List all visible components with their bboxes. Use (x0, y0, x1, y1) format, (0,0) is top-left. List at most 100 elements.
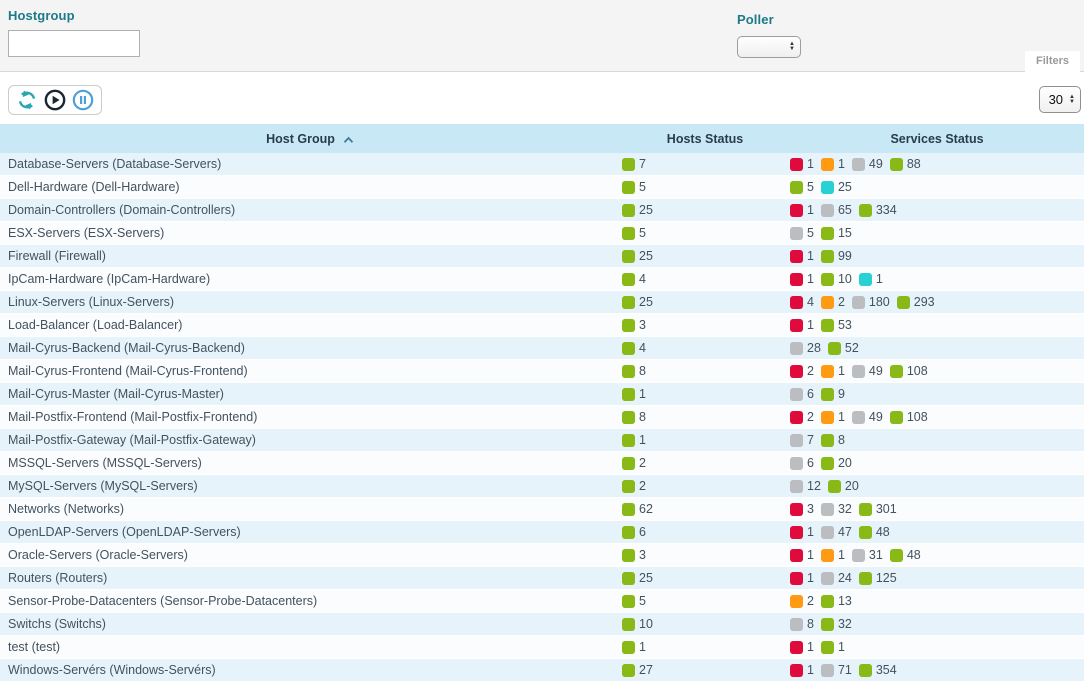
status-count-green[interactable]: 4 (622, 272, 646, 286)
status-count-orange[interactable]: 2 (790, 594, 814, 608)
status-count-green[interactable]: 99 (820, 249, 852, 263)
status-count-green[interactable]: 88 (889, 157, 921, 171)
column-header-services-status[interactable]: Services Status (890, 131, 984, 146)
column-header-host-group[interactable]: Host Group (0, 132, 620, 146)
status-count-orange[interactable]: 2 (820, 295, 845, 309)
hostgroup-name[interactable]: test (test) (8, 640, 61, 654)
hostgroup-name[interactable]: Windows-Servérs (Windows-Servérs) (8, 663, 216, 677)
hostgroup-name[interactable]: Domain-Controllers (Domain-Controllers) (8, 203, 236, 217)
hostgroup-name[interactable]: ESX-Servers (ESX-Servers) (8, 226, 165, 240)
status-count-green[interactable]: 293 (896, 295, 935, 309)
status-count-orange[interactable]: 1 (820, 157, 845, 171)
status-count-green[interactable]: 1 (622, 387, 646, 401)
status-count-red[interactable]: 1 (790, 318, 814, 332)
status-count-green[interactable]: 53 (820, 318, 852, 332)
status-count-green[interactable]: 20 (827, 479, 859, 493)
status-count-green[interactable]: 125 (858, 571, 897, 585)
table-row[interactable]: Mail-Cyrus-Frontend (Mail-Cyrus-Frontend… (0, 360, 1084, 383)
status-count-red[interactable]: 1 (790, 272, 814, 286)
hostgroup-name[interactable]: Sensor-Probe-Datacenters (Sensor-Probe-D… (8, 594, 318, 608)
status-count-gray[interactable]: 8 (790, 617, 814, 631)
hostgroup-name[interactable]: Mail-Postfix-Gateway (Mail-Postfix-Gatew… (8, 433, 256, 447)
table-row[interactable]: Mail-Postfix-Gateway (Mail-Postfix-Gatew… (0, 429, 1084, 452)
table-row[interactable]: Mail-Postfix-Frontend (Mail-Postfix-Fron… (0, 406, 1084, 429)
status-count-green[interactable]: 301 (858, 502, 897, 516)
table-row[interactable]: MySQL-Servers (MySQL-Servers) 2 12 20 (0, 475, 1084, 498)
status-count-red[interactable]: 4 (790, 295, 814, 309)
status-count-green[interactable]: 62 (622, 502, 653, 516)
table-row[interactable]: Sensor-Probe-Datacenters (Sensor-Probe-D… (0, 590, 1084, 613)
hostgroup-name[interactable]: Routers (Routers) (8, 571, 108, 585)
status-count-green[interactable]: 9 (820, 387, 845, 401)
status-count-cyan[interactable]: 1 (858, 272, 883, 286)
status-count-green[interactable]: 2 (622, 456, 646, 470)
hostgroup-name[interactable]: MSSQL-Servers (MSSQL-Servers) (8, 456, 202, 470)
status-count-orange[interactable]: 1 (820, 364, 845, 378)
table-row[interactable]: MSSQL-Servers (MSSQL-Servers) 2 6 20 (0, 452, 1084, 475)
hostgroup-name[interactable]: OpenLDAP-Servers (OpenLDAP-Servers) (8, 525, 241, 539)
status-count-green[interactable]: 15 (820, 226, 852, 240)
status-count-green[interactable]: 354 (858, 663, 897, 677)
table-row[interactable]: Mail-Cyrus-Backend (Mail-Cyrus-Backend) … (0, 337, 1084, 360)
status-count-green[interactable]: 25 (622, 249, 653, 263)
status-count-green[interactable]: 52 (827, 341, 859, 355)
table-row[interactable]: Load-Balancer (Load-Balancer) 3 1 53 (0, 314, 1084, 337)
status-count-gray[interactable]: 65 (820, 203, 852, 217)
hostgroup-name[interactable]: Switchs (Switchs) (8, 617, 106, 631)
status-count-green[interactable]: 108 (889, 364, 928, 378)
hostgroup-name[interactable]: Mail-Cyrus-Backend (Mail-Cyrus-Backend) (8, 341, 245, 355)
pause-icon[interactable] (72, 89, 94, 111)
hostgroup-name[interactable]: Linux-Servers (Linux-Servers) (8, 295, 175, 309)
table-row[interactable]: Networks (Networks) 62 3 32 301 (0, 498, 1084, 521)
status-count-green[interactable]: 10 (820, 272, 852, 286)
status-count-red[interactable]: 1 (790, 640, 814, 654)
status-count-gray[interactable]: 71 (820, 663, 852, 677)
status-count-gray[interactable]: 180 (851, 295, 890, 309)
status-count-green[interactable]: 8 (622, 364, 646, 378)
poller-select[interactable]: ▲ ▼ (737, 36, 801, 58)
hostgroup-name[interactable]: Load-Balancer (Load-Balancer) (8, 318, 183, 332)
status-count-orange[interactable]: 1 (820, 548, 845, 562)
status-count-green[interactable]: 108 (889, 410, 928, 424)
status-count-red[interactable]: 1 (790, 571, 814, 585)
page-size-select[interactable]: 30 ▲ ▼ (1038, 86, 1081, 113)
status-count-green[interactable]: 334 (858, 203, 897, 217)
status-count-green[interactable]: 5 (622, 180, 646, 194)
status-count-gray[interactable]: 28 (790, 341, 821, 355)
table-row[interactable]: Linux-Servers (Linux-Servers) 25 4 2 180 29… (0, 291, 1084, 314)
table-row[interactable]: OpenLDAP-Servers (OpenLDAP-Servers) 6 1 4… (0, 521, 1084, 544)
status-count-green[interactable]: 48 (858, 525, 890, 539)
status-count-green[interactable]: 2 (622, 479, 646, 493)
table-row[interactable]: IpCam-Hardware (IpCam-Hardware) 4 1 10 1 (0, 268, 1084, 291)
hostgroup-input[interactable] (8, 30, 140, 57)
status-count-green[interactable]: 13 (820, 594, 852, 608)
status-count-green[interactable]: 1 (622, 640, 646, 654)
status-count-gray[interactable]: 31 (851, 548, 883, 562)
table-row[interactable]: Windows-Servérs (Windows-Servérs) 27 1 71… (0, 659, 1084, 682)
status-count-green[interactable]: 6 (622, 525, 646, 539)
status-count-gray[interactable]: 47 (820, 525, 852, 539)
status-count-green[interactable]: 27 (622, 663, 653, 677)
status-count-green[interactable]: 4 (622, 341, 646, 355)
status-count-green[interactable]: 10 (622, 617, 653, 631)
hostgroup-name[interactable]: Mail-Cyrus-Master (Mail-Cyrus-Master) (8, 387, 224, 401)
status-count-gray[interactable]: 49 (851, 364, 883, 378)
column-header-hosts-status[interactable]: Hosts Status (666, 131, 744, 146)
table-row[interactable]: Switchs (Switchs) 10 8 32 (0, 613, 1084, 636)
refresh-icon[interactable] (16, 89, 38, 111)
status-count-red[interactable]: 1 (790, 157, 814, 171)
status-count-gray[interactable]: 12 (790, 479, 821, 493)
status-count-gray[interactable]: 49 (851, 410, 883, 424)
status-count-gray[interactable]: 24 (820, 571, 852, 585)
hostgroup-name[interactable]: MySQL-Servers (MySQL-Servers) (8, 479, 198, 493)
table-row[interactable]: Dell-Hardware (Dell-Hardware) 5 5 25 (0, 176, 1084, 199)
status-count-red[interactable]: 2 (790, 410, 814, 424)
status-count-red[interactable]: 1 (790, 525, 814, 539)
table-row[interactable]: Domain-Controllers (Domain-Controllers) … (0, 199, 1084, 222)
status-count-green[interactable]: 8 (622, 410, 646, 424)
hostgroup-name[interactable]: Database-Servers (Database-Servers) (8, 157, 222, 171)
hostgroup-name[interactable]: Mail-Postfix-Frontend (Mail-Postfix-Fron… (8, 410, 258, 424)
play-icon[interactable] (44, 89, 66, 111)
status-count-red[interactable]: 1 (790, 548, 814, 562)
